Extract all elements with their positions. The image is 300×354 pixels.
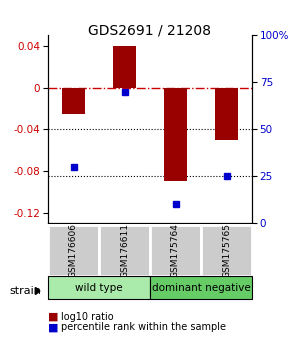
Text: ■: ■: [48, 322, 58, 332]
Text: GSM175765: GSM175765: [222, 223, 231, 278]
Bar: [62, 87, 85, 114]
Text: GDS2691 / 21208: GDS2691 / 21208: [88, 23, 212, 37]
Bar: [48, 225, 99, 276]
Text: log10 ratio: log10 ratio: [61, 312, 114, 322]
Bar: [48, 276, 150, 299]
Text: percentile rank within the sample: percentile rank within the sample: [61, 322, 226, 332]
Text: GSM175764: GSM175764: [171, 223, 180, 278]
Polygon shape: [35, 287, 40, 295]
Bar: [113, 46, 136, 87]
Text: wild type: wild type: [75, 282, 123, 293]
Bar: [164, 87, 187, 181]
Text: strain: strain: [9, 286, 41, 296]
Text: GSM176606: GSM176606: [69, 223, 78, 278]
Text: dominant negative: dominant negative: [152, 282, 250, 293]
Bar: [99, 225, 150, 276]
Bar: [201, 225, 252, 276]
Text: GSM176611: GSM176611: [120, 223, 129, 278]
Text: ■: ■: [48, 312, 58, 322]
Bar: [150, 276, 252, 299]
Bar: [215, 87, 238, 139]
Bar: [150, 225, 201, 276]
